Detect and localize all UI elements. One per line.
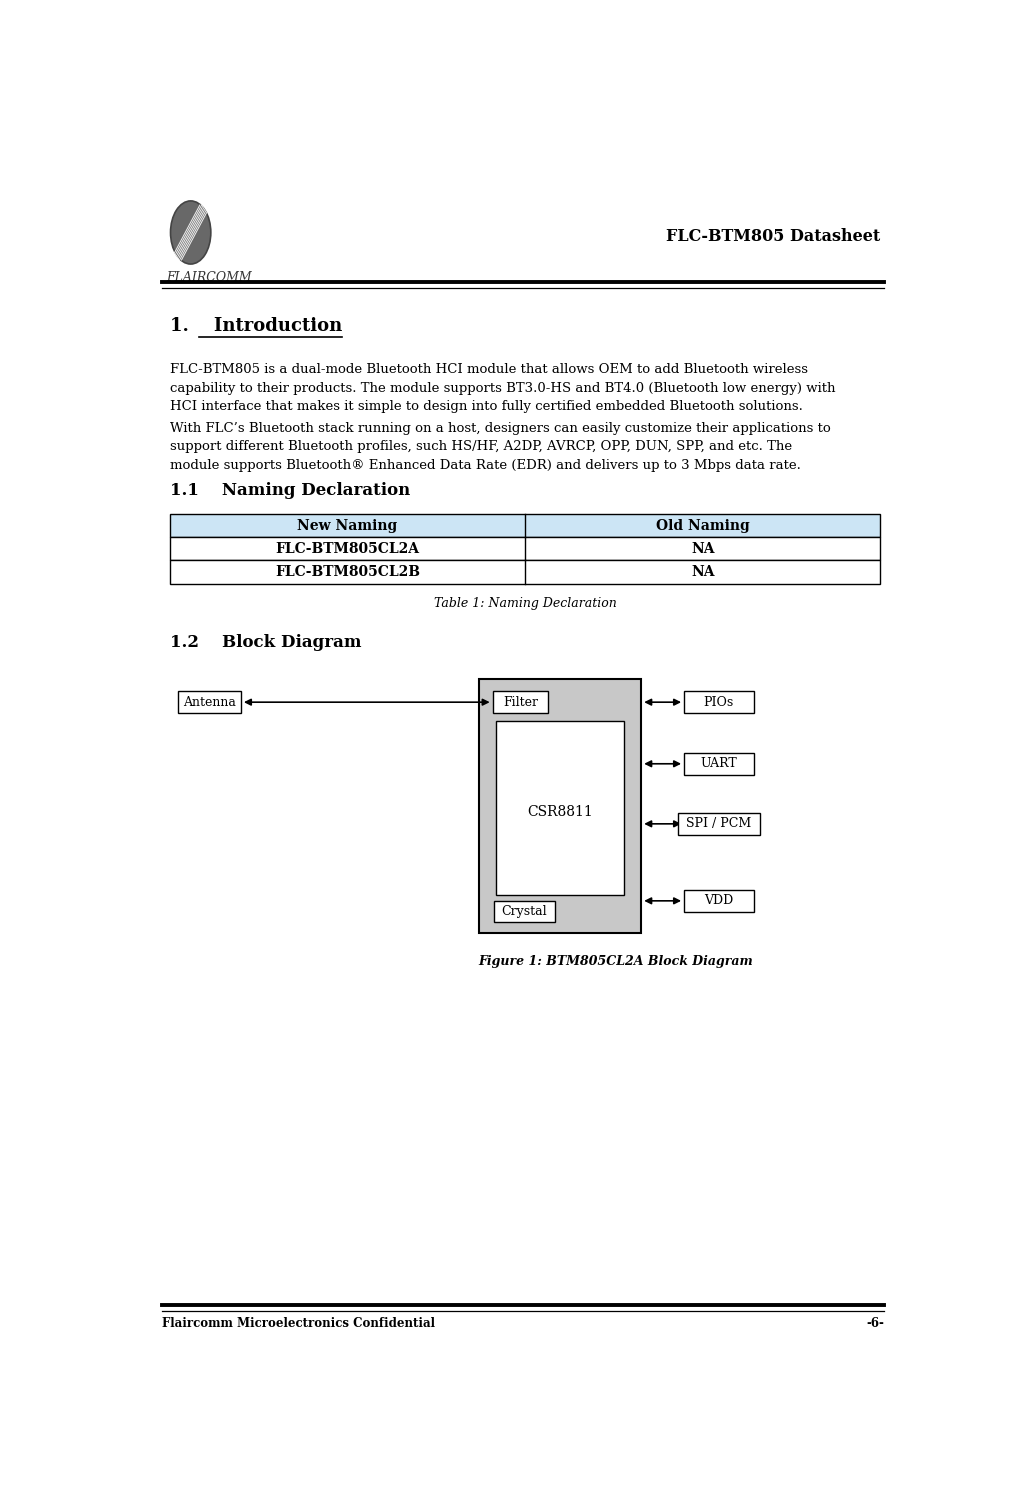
Bar	[178, 692, 241, 713]
Bar	[170, 560, 881, 584]
Bar	[170, 537, 881, 560]
Text: Figure 1: BTM805CL2A Block Diagram: Figure 1: BTM805CL2A Block Diagram	[479, 955, 754, 968]
Text: FLC-BTM805CL2A: FLC-BTM805CL2A	[276, 542, 419, 555]
Bar	[492, 692, 548, 713]
Text: PIOs: PIOs	[704, 695, 734, 708]
Text: CSR8811: CSR8811	[527, 805, 593, 820]
Bar	[684, 754, 754, 775]
Text: Antenna: Antenna	[183, 695, 236, 708]
Text: FLAIRCOMM: FLAIRCOMM	[166, 272, 251, 284]
Bar	[479, 678, 642, 934]
Bar	[170, 515, 881, 537]
Text: UART: UART	[701, 758, 737, 770]
Text: New Naming: New Naming	[297, 519, 398, 533]
Text: 1.1    Naming Declaration: 1.1 Naming Declaration	[170, 482, 410, 498]
Text: 1.2    Block Diagram: 1.2 Block Diagram	[170, 635, 361, 651]
Text: FLC-BTM805 is a dual-mode Bluetooth HCI module that allows OEM to add Bluetooth : FLC-BTM805 is a dual-mode Bluetooth HCI …	[170, 363, 835, 413]
Text: Crystal: Crystal	[501, 905, 547, 919]
Text: NA: NA	[691, 564, 715, 579]
Text: Flaircomm Microelectronics Confidential: Flaircomm Microelectronics Confidential	[162, 1318, 435, 1330]
Text: FLC-BTM805 Datasheet: FLC-BTM805 Datasheet	[666, 228, 881, 245]
Text: SPI / PCM: SPI / PCM	[686, 818, 752, 830]
Bar	[684, 692, 754, 713]
Bar	[495, 722, 624, 895]
Bar	[678, 814, 760, 835]
Text: FLC-BTM805CL2B: FLC-BTM805CL2B	[275, 564, 420, 579]
Text: Table 1: Naming Declaration: Table 1: Naming Declaration	[433, 597, 616, 611]
Text: 1.    Introduction: 1. Introduction	[170, 317, 342, 335]
Text: With FLC’s Bluetooth stack running on a host, designers can easily customize the: With FLC’s Bluetooth stack running on a …	[170, 422, 831, 471]
Text: Old Naming: Old Naming	[656, 519, 750, 533]
Bar	[494, 901, 554, 923]
Text: NA: NA	[691, 542, 715, 555]
Bar	[684, 890, 754, 911]
Text: -6-: -6-	[866, 1318, 885, 1330]
Ellipse shape	[171, 201, 211, 264]
Text: VDD: VDD	[704, 895, 733, 907]
Text: Filter: Filter	[503, 695, 538, 708]
